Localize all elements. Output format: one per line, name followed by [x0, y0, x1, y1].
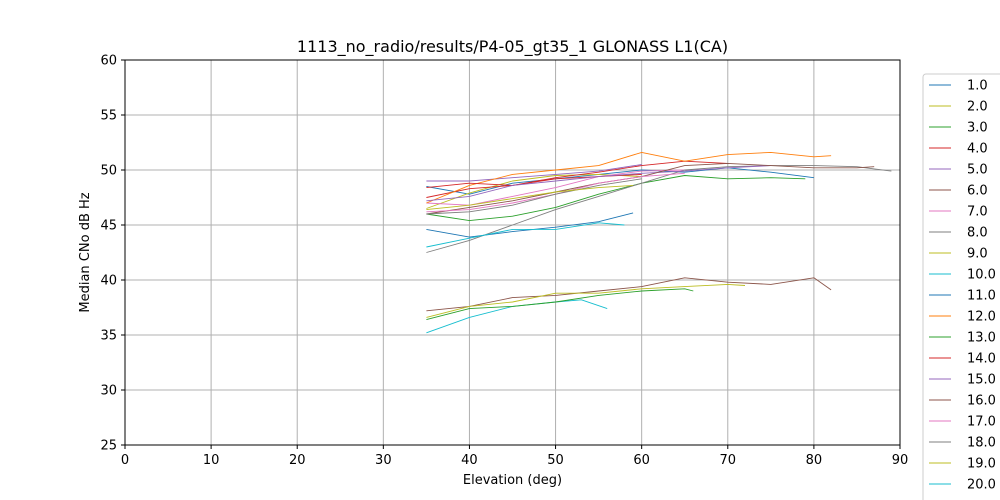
legend: 1.0 2.0 3.0 4.0 5.0 6.0 7.0 8.0 9.0 10.0 11.0 12.0 1… [922, 73, 1000, 500]
x-tick-label: 40 [461, 453, 478, 468]
legend-label: 20.0 [967, 478, 996, 493]
y-tick-label: 40 [100, 274, 117, 289]
series-line-5.0 [426, 164, 642, 182]
x-tick-label: 70 [720, 453, 737, 468]
series-line-3.0 [426, 175, 806, 222]
x-tick-label: 60 [633, 453, 650, 468]
legend-label: 7.0 [967, 205, 988, 220]
x-tick-label: 50 [547, 453, 564, 468]
series-line-1.0 [426, 167, 814, 195]
y-axis: 25 30 35 40 45 50 55 60 [100, 54, 125, 454]
grid [124, 59, 901, 446]
y-tick-label: 25 [100, 439, 117, 454]
plot-lines [426, 151, 892, 334]
legend-frame [922, 73, 1000, 500]
x-axis-title: Elevation (deg) [463, 473, 562, 488]
legend-label: 1.0 [967, 79, 988, 94]
legend-label: 19.0 [967, 457, 996, 472]
y-tick-label: 30 [100, 384, 117, 399]
series-line-16.0 [426, 162, 875, 215]
legend-label: 16.0 [967, 394, 996, 409]
x-tick-label: 20 [289, 453, 306, 468]
series-line-9.0 [426, 283, 746, 318]
y-tick-label: 55 [100, 109, 117, 124]
series-line-8.0 [426, 165, 892, 253]
series-line-2.0 [426, 173, 642, 209]
legend-label: 17.0 [967, 415, 996, 430]
legend-label: 8.0 [967, 226, 988, 241]
y-tick-label: 60 [100, 54, 117, 69]
y-tick-label: 35 [100, 329, 117, 344]
x-tick-label: 0 [121, 453, 129, 468]
series-line-10.0 [426, 299, 608, 334]
series-line-19.0 [426, 184, 634, 211]
x-tick-label: 10 [203, 453, 220, 468]
legend-label: 2.0 [967, 100, 988, 115]
legend-label: 4.0 [967, 142, 988, 157]
legend-label: 13.0 [967, 331, 996, 346]
legend-label: 12.0 [967, 310, 996, 325]
series-line-6.0 [426, 277, 832, 312]
legend-label: 6.0 [967, 184, 988, 199]
legend-label: 10.0 [967, 268, 996, 283]
series-line-20.0 [426, 222, 625, 248]
y-tick-label: 45 [100, 219, 117, 234]
x-tick-label: 90 [892, 453, 909, 468]
legend-label: 9.0 [967, 247, 988, 262]
series-line-15.0 [426, 165, 771, 202]
x-tick-label: 80 [806, 453, 823, 468]
legend-label: 5.0 [967, 163, 988, 178]
plot-frame [124, 59, 901, 446]
x-tick-label: 30 [375, 453, 392, 468]
legend-label: 11.0 [967, 289, 996, 304]
series-line-18.0 [426, 178, 642, 215]
series-line-4.0 [426, 160, 728, 198]
legend-label: 15.0 [967, 373, 996, 388]
series-line-13.0 [426, 288, 694, 321]
series-line-12.0 [426, 151, 832, 204]
legend-label: 14.0 [967, 352, 996, 367]
chart-title: 1113_no_radio/results/P4-05_gt35_1 GLONA… [297, 37, 728, 57]
legend-label: 3.0 [967, 121, 988, 136]
x-axis: 0 10 20 30 40 50 60 70 80 90 [121, 445, 908, 468]
y-tick-label: 50 [100, 164, 117, 179]
legend-label: 18.0 [967, 436, 996, 451]
y-axis-title: Median CNo dB Hz [78, 192, 93, 312]
